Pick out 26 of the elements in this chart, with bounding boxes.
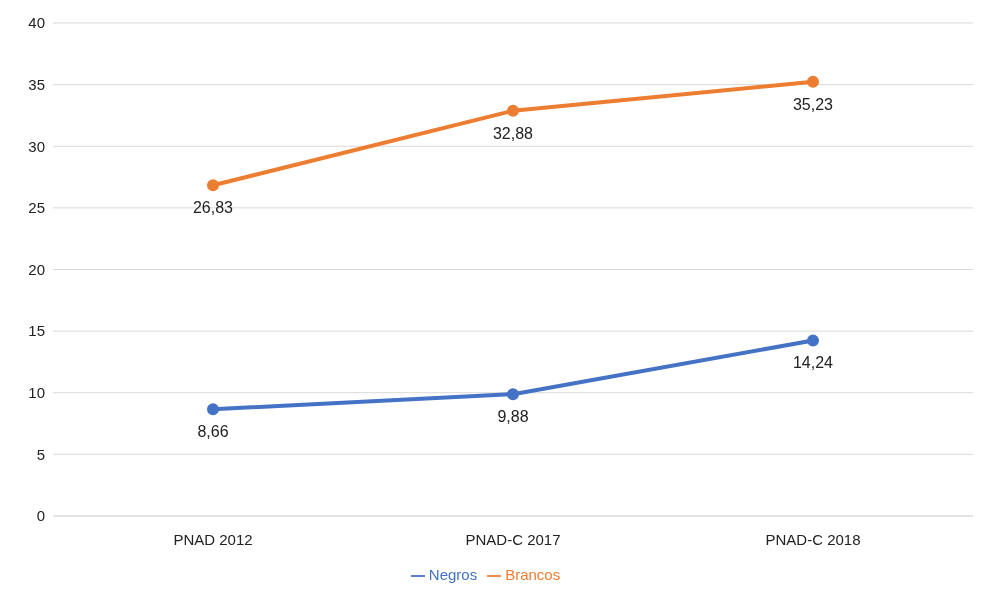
data-label: 35,23 <box>792 95 834 113</box>
y-tick-label: 0 <box>36 507 45 525</box>
data-label: 26,83 <box>192 199 234 217</box>
legend-label: Brancos <box>505 565 561 583</box>
x-tick-label: PNAD-C 2018 <box>765 530 861 548</box>
x-tick-label: PNAD 2012 <box>173 530 253 548</box>
point <box>507 388 519 401</box>
y-tick-label: 20 <box>28 260 45 278</box>
y-tick-label: 10 <box>28 384 45 402</box>
data-label: 32,88 <box>492 124 534 142</box>
legend-label: Negros <box>428 565 478 583</box>
y-tick-label: 15 <box>28 322 45 340</box>
point <box>507 104 519 117</box>
point <box>207 403 219 416</box>
y-tick-label: 5 <box>36 445 45 463</box>
y-tick-label: 40 <box>28 14 45 32</box>
data-label: 9,88 <box>497 408 529 426</box>
y-tick-label: 35 <box>28 75 45 93</box>
data-label: 8,66 <box>197 423 229 441</box>
point <box>207 179 219 192</box>
point <box>807 334 819 347</box>
data-label: 14,24 <box>792 354 834 372</box>
y-tick-label: 25 <box>28 199 45 217</box>
x-tick-label: PNAD-C 2017 <box>465 530 561 548</box>
point <box>807 75 819 88</box>
y-tick-label: 30 <box>28 137 45 155</box>
